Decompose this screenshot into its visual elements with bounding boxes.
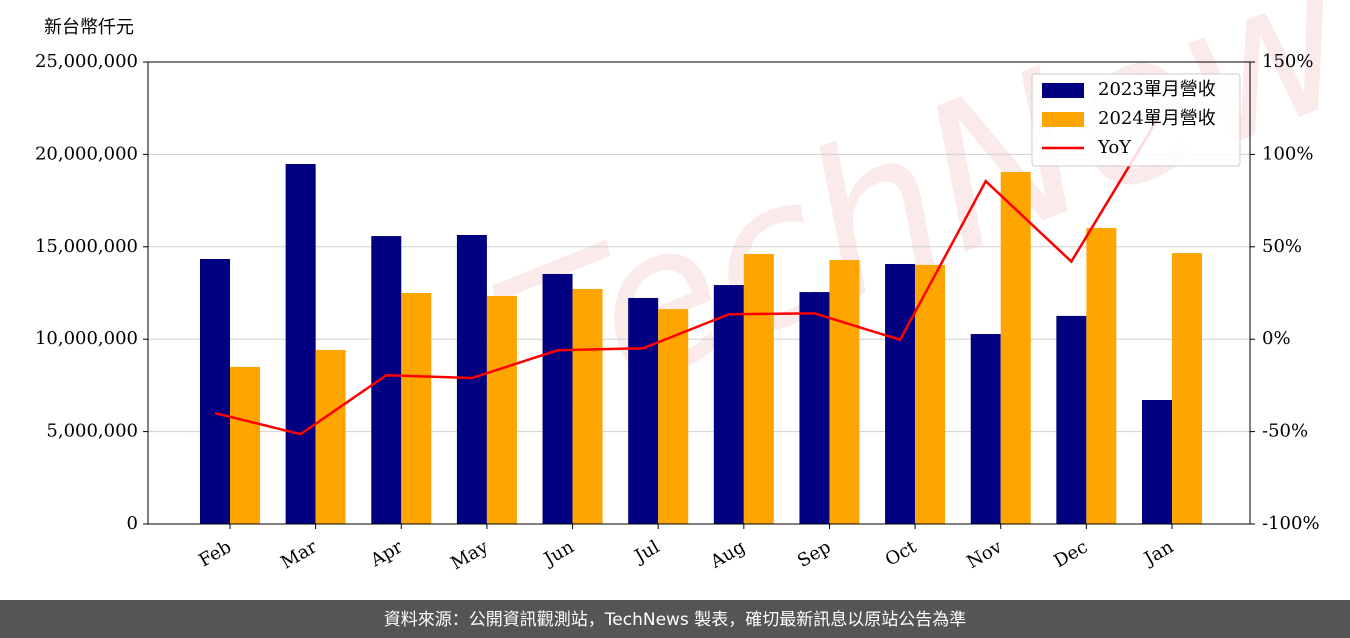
- bar: [456, 234, 487, 525]
- y2-tick-label: -50%: [1262, 421, 1308, 442]
- legend-swatch: [1042, 112, 1084, 127]
- y2-tick-label: 100%: [1262, 143, 1313, 164]
- bar: [1086, 227, 1117, 525]
- x-tick-label: Sep: [794, 536, 834, 571]
- legend-swatch: [1042, 83, 1084, 98]
- x-tick-label: Jul: [630, 536, 664, 568]
- x-tick-label: May: [447, 536, 492, 574]
- bar: [371, 236, 402, 524]
- y2-tick-label: 150%: [1262, 51, 1313, 72]
- bar: [713, 285, 744, 524]
- y-axis-title: 新台幣仟元: [44, 17, 134, 38]
- bar: [799, 292, 830, 524]
- bar: [915, 264, 946, 524]
- bar: [285, 164, 316, 525]
- footer-text: 資料來源：公開資訊觀測站，TechNews 製表，確切最新訊息以原站公告為準: [384, 610, 966, 630]
- bar: [743, 254, 774, 524]
- y-tick-label: 20,000,000: [35, 143, 138, 164]
- bar: [658, 309, 689, 524]
- plot-frame: [147, 61, 1251, 525]
- x-tick-label: Jun: [539, 536, 578, 571]
- bar: [829, 259, 860, 524]
- legend-label: 2024單月營收: [1098, 108, 1216, 129]
- x-tick-label: Mar: [277, 536, 321, 573]
- x-tick-label: Feb: [195, 536, 235, 571]
- y2-tick-label: -100%: [1262, 513, 1320, 534]
- bar: [885, 263, 916, 524]
- y-tick-label: 15,000,000: [35, 236, 138, 257]
- bar: [1000, 171, 1031, 524]
- bar: [970, 334, 1001, 524]
- legend-label: 2023單月營收: [1098, 79, 1216, 100]
- y-tick-label: 10,000,000: [35, 328, 138, 349]
- legend-label: YoY: [1097, 137, 1132, 158]
- footer-bar: [0, 600, 1350, 638]
- bar: [315, 349, 346, 524]
- bar: [1172, 253, 1202, 525]
- x-tick-label: Nov: [963, 536, 1006, 573]
- bar: [572, 288, 603, 524]
- bar: [230, 366, 260, 524]
- y-tick-label: 0: [127, 513, 138, 534]
- bar: [1142, 399, 1172, 524]
- x-tick-label: Apr: [366, 536, 406, 571]
- bar: [542, 273, 573, 524]
- line: [214, 119, 1159, 436]
- bar: [1056, 315, 1087, 524]
- bar: [200, 258, 230, 524]
- bar: [628, 297, 659, 524]
- x-tick-label: Aug: [706, 536, 749, 573]
- x-tick-label: Dec: [1050, 536, 1091, 572]
- x-tick-label: Jan: [1139, 536, 1177, 570]
- y-tick-label: 5,000,000: [46, 421, 138, 442]
- x-tick-label: Oct: [882, 536, 921, 571]
- bar: [401, 293, 432, 524]
- y2-tick-label: 0%: [1262, 328, 1291, 349]
- bar: [486, 295, 517, 524]
- y-tick-label: 25,000,000: [35, 51, 138, 72]
- y2-tick-label: 50%: [1262, 236, 1302, 257]
